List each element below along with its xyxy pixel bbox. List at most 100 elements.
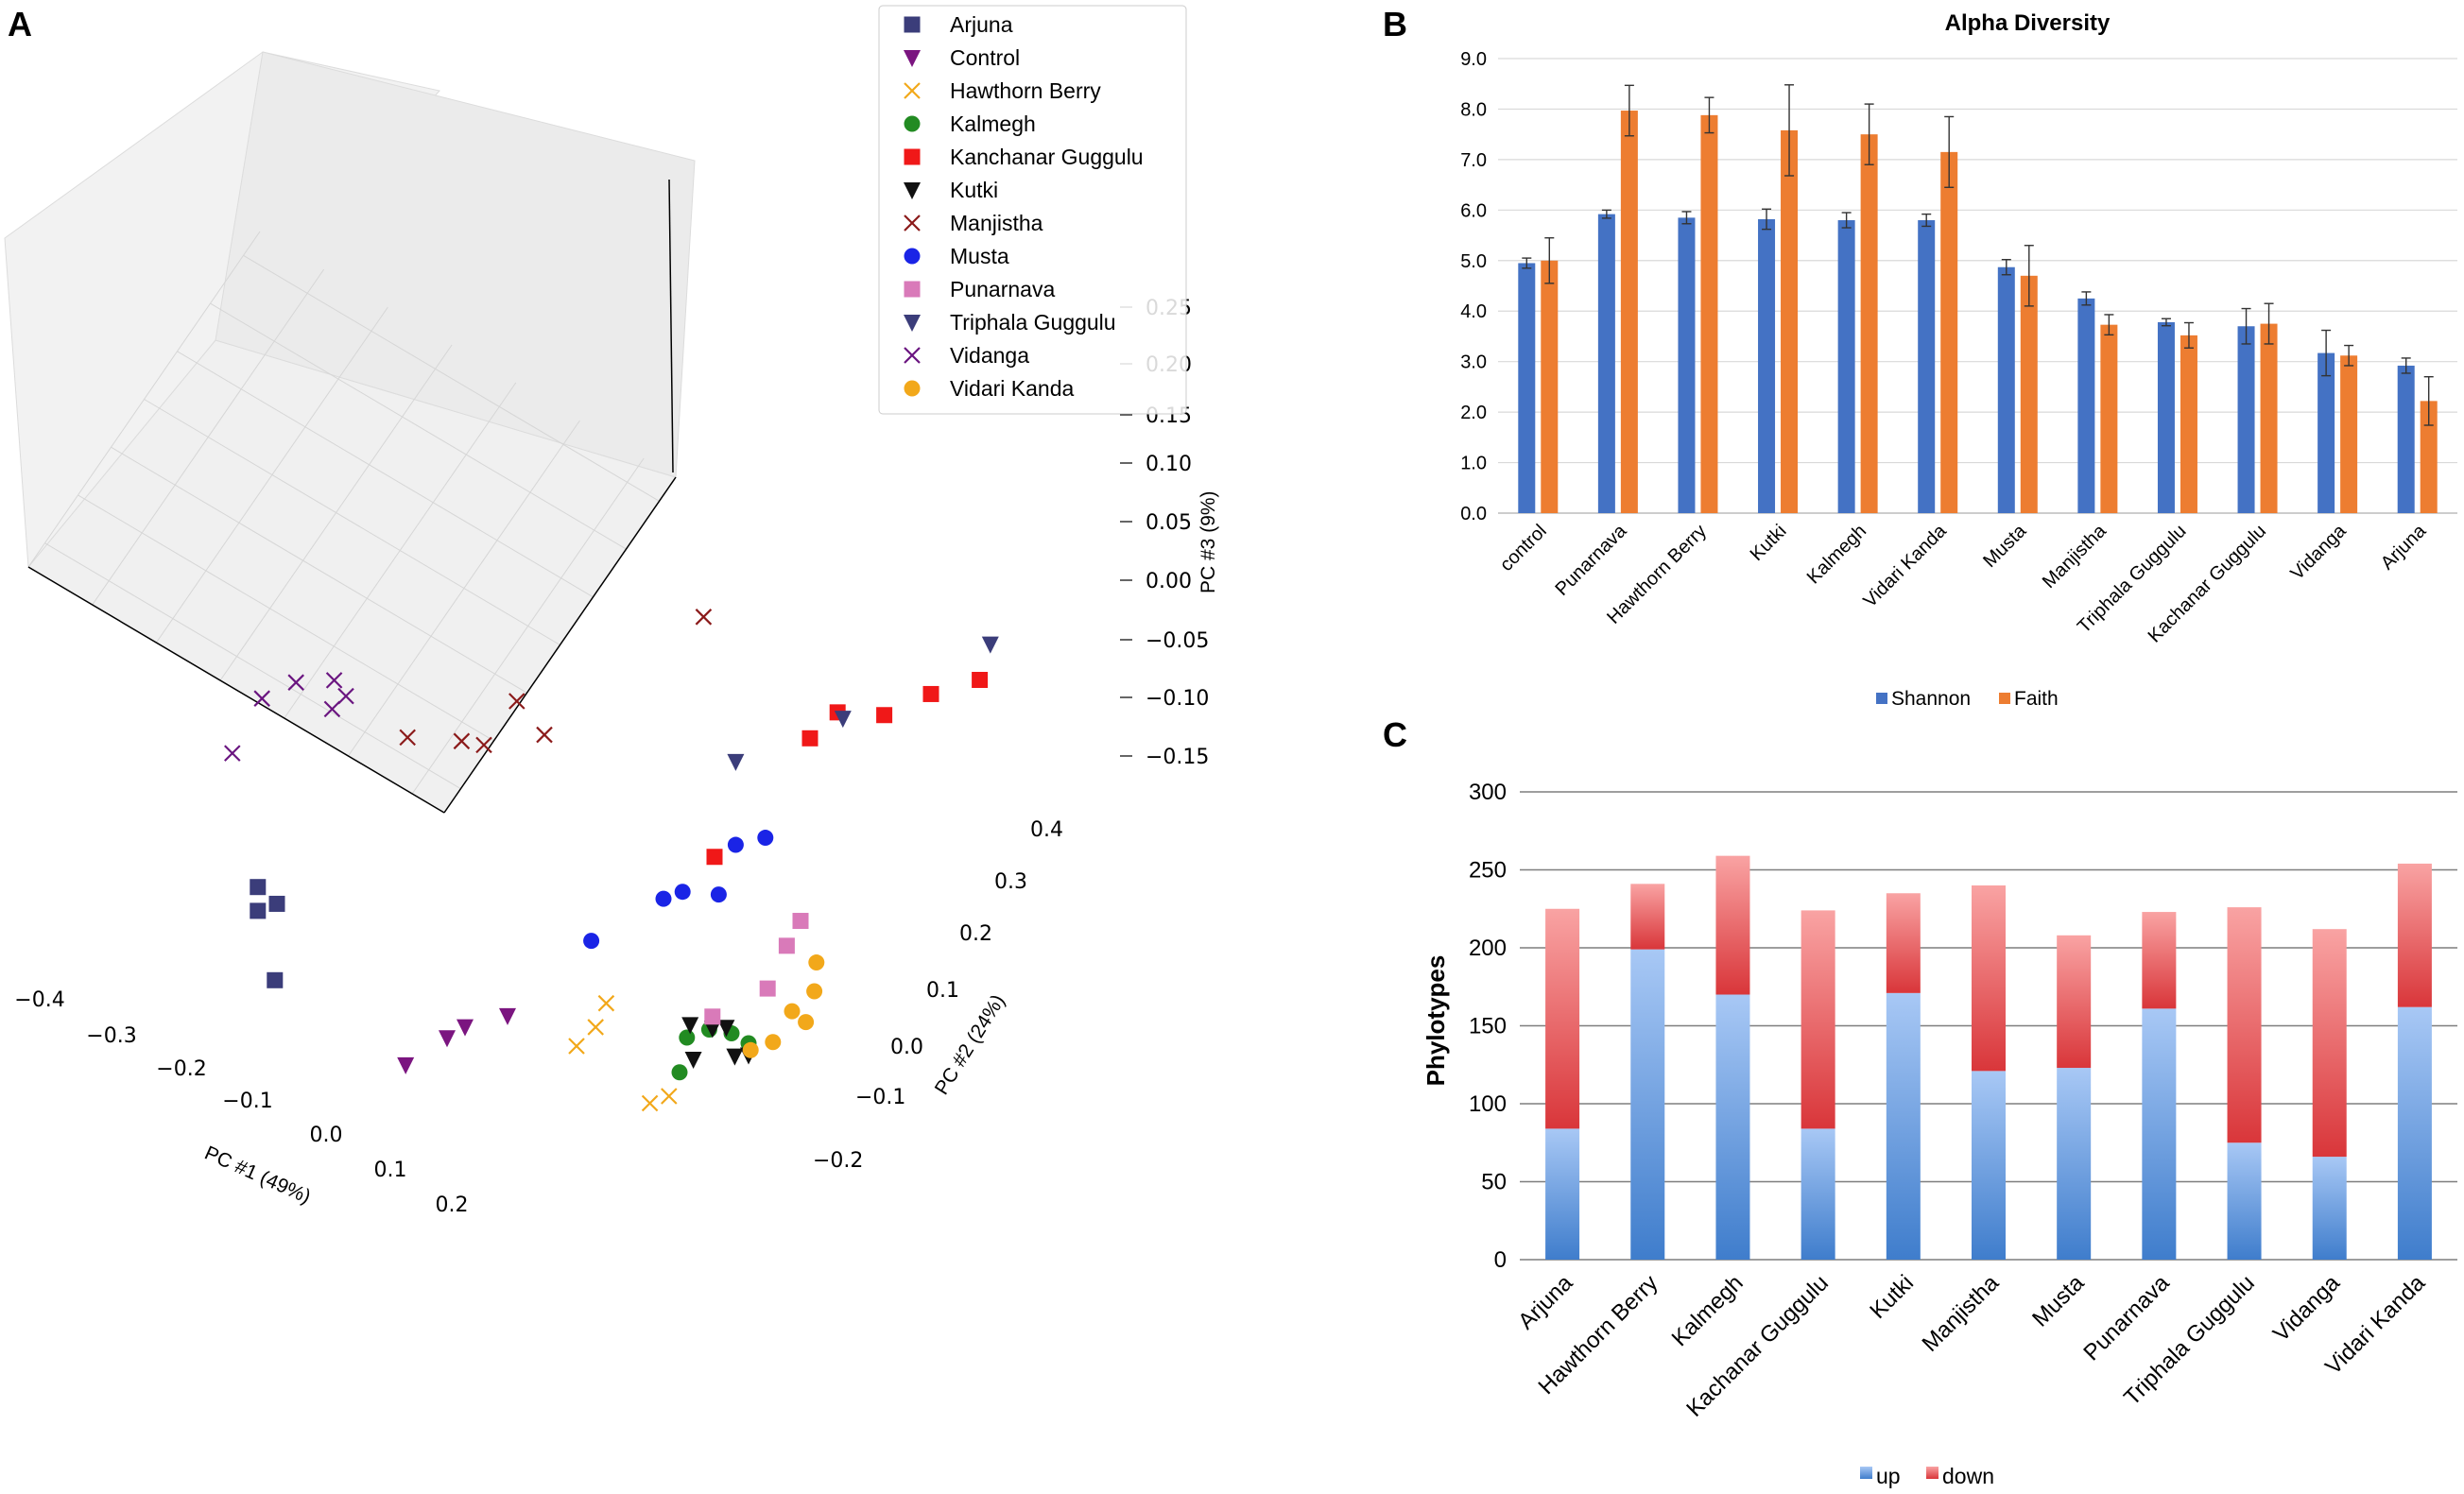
pcoa-z-tick: 0.00	[1146, 570, 1192, 593]
pcoa-x-tick: 0.2	[436, 1193, 469, 1217]
pcoa-point	[475, 736, 492, 754]
alpha-legend-label: Shannon	[1891, 688, 1971, 710]
x-stroke	[904, 82, 921, 99]
legend-marker	[904, 315, 921, 332]
phylotypes-y-tick: 200	[1469, 936, 1507, 961]
legend-marker	[904, 248, 921, 265]
pcoa-y-tick: 0.0	[890, 1036, 923, 1059]
pcoa-point	[703, 1021, 721, 1039]
down-bar	[1630, 884, 1665, 950]
x-stroke	[323, 700, 341, 718]
up-bar	[2397, 1006, 2432, 1260]
down-legend-label: down	[1942, 1464, 1994, 1488]
phylotypes-ylabel: Phylotypes	[1422, 955, 1450, 1087]
pcoa-point	[337, 687, 354, 705]
shannon-bar	[1837, 220, 1855, 513]
faith-bar	[2020, 275, 2038, 513]
pcoa-point	[671, 1064, 688, 1081]
floor-gridline	[210, 302, 627, 550]
alpha-y-tick: 0.0	[1460, 504, 1487, 524]
shannon-bar	[1997, 266, 2015, 513]
pcoa-point	[268, 895, 285, 912]
pcoa-y-tick: 0.4	[1030, 818, 1063, 842]
faith-bar	[1781, 129, 1799, 513]
pcoa-point	[587, 1019, 604, 1036]
faith-bar	[2260, 323, 2278, 513]
shannon-bar	[1758, 218, 1776, 513]
pcoa-point	[717, 1020, 735, 1038]
pcoa-z-tick: −0.15	[1146, 746, 1209, 769]
phylotypes-chart: Phylotypes 0 50 100 150 200 250 300 ArjunaHawt…	[1422, 780, 2457, 1488]
pcoa-point	[267, 971, 284, 988]
pcoa-point	[641, 1094, 659, 1112]
x-stroke	[475, 736, 492, 754]
legend-label: Kanchanar Guggulu	[950, 145, 1144, 169]
pcoa-point	[801, 730, 818, 747]
pcoa-y-tick: −0.2	[813, 1149, 863, 1173]
pcoa-x-tick: −0.4	[14, 988, 64, 1012]
pcoa-ylabel: PC #2 (24%)	[931, 991, 1009, 1099]
legend-marker	[904, 215, 921, 232]
pcoa-x-tick: −0.1	[222, 1090, 272, 1113]
pcoa-y-tick: 0.3	[994, 870, 1027, 894]
faith-bar	[2340, 355, 2358, 513]
pcoa-point	[876, 707, 893, 724]
alpha-y-tick: 6.0	[1460, 200, 1487, 221]
down-legend-swatch	[1926, 1467, 1938, 1479]
pcoa-point	[583, 933, 600, 950]
down-bar	[2227, 907, 2262, 1143]
floor-gridline	[44, 542, 461, 790]
x-stroke	[695, 609, 713, 626]
down-bar	[2057, 935, 2092, 1069]
faith-bar	[1860, 134, 1878, 513]
pcoa-point	[834, 711, 852, 729]
pcoa-point	[325, 672, 343, 689]
pcoa-point	[798, 1014, 815, 1031]
down-bar	[2142, 912, 2177, 1009]
up-bar	[1715, 994, 1750, 1260]
pcoa-point	[727, 753, 745, 771]
pcoa-point	[499, 1007, 516, 1025]
phylotypes-bars	[1545, 855, 2432, 1260]
panel-a-letter: A	[8, 5, 32, 43]
pcoa-legend-box	[878, 5, 1187, 415]
shannon-bar	[2237, 326, 2255, 513]
phylotypes-y-tick: 150	[1469, 1014, 1507, 1039]
legend-label: Musta	[950, 244, 1009, 268]
down-bar	[1545, 908, 1580, 1129]
alpha-y-tick: 3.0	[1460, 352, 1487, 373]
pcoa-point	[726, 1048, 744, 1066]
floor-gridline	[177, 351, 594, 598]
pcoa-x-tick: 0.1	[374, 1159, 407, 1182]
pcoa-point	[568, 1038, 585, 1055]
x-stroke	[641, 1094, 659, 1112]
up-bar	[1972, 1071, 2006, 1260]
legend-marker	[904, 148, 921, 165]
x-stroke	[453, 732, 471, 750]
up-bar	[1801, 1128, 1835, 1260]
phylotypes-category-label: Kachanar Guggulu	[1681, 1270, 1834, 1422]
shannon-bar	[2318, 352, 2335, 513]
x-stroke	[536, 726, 553, 744]
legend-marker	[904, 182, 921, 199]
pcoa-point	[674, 884, 691, 901]
pcoa-point	[457, 1019, 474, 1037]
phylotypes-y-tick: 0	[1494, 1247, 1507, 1273]
phylotypes-category-label: Kutki	[1865, 1270, 1919, 1324]
legend-label: Vidanga	[950, 343, 1029, 368]
panel-c-letter: C	[1383, 715, 1407, 754]
x-stroke	[508, 693, 526, 710]
floor-gridline	[144, 399, 560, 645]
pcoa-tick-labels: −0.4−0.3−0.2−0.10.00.10.2−0.2−0.10.00.10…	[14, 297, 1209, 1217]
pcoa-point	[704, 1008, 721, 1025]
shannon-bar	[2157, 321, 2175, 513]
pcoa-point	[679, 1029, 696, 1046]
legend-marker	[904, 115, 921, 132]
pcoa-point	[397, 1056, 415, 1074]
pcoa-y-tick: −0.1	[855, 1086, 905, 1109]
legend-marker	[904, 50, 921, 67]
pcoa-point	[508, 693, 526, 710]
x-stroke	[661, 1088, 678, 1105]
